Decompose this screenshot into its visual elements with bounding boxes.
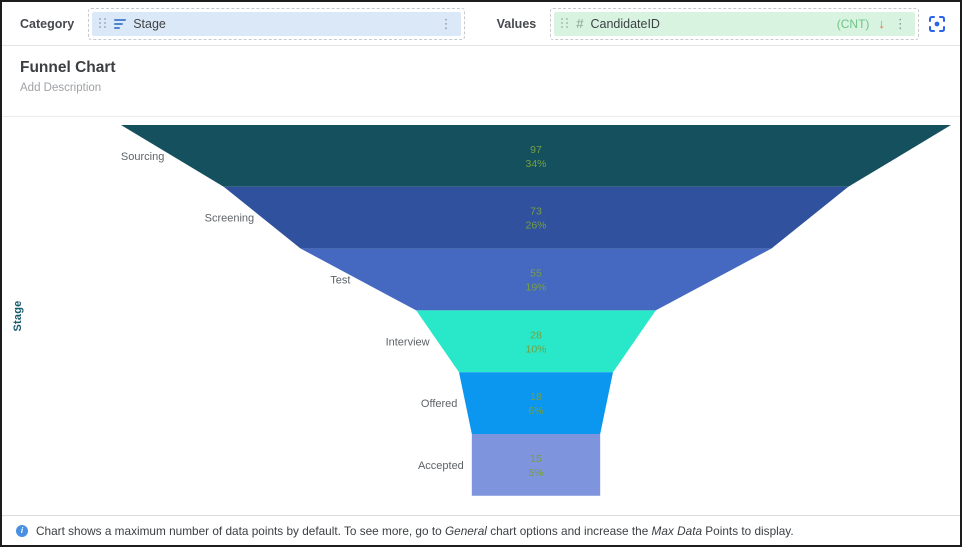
focus-icon	[929, 15, 946, 32]
category-label: Offered	[421, 398, 458, 410]
category-label: Category	[20, 16, 75, 31]
funnel-segment-screening[interactable]	[223, 186, 849, 249]
percent-label: 6%	[528, 405, 543, 417]
category-more-options-icon[interactable]: ⋮	[439, 16, 453, 31]
value-label: 55	[530, 268, 542, 280]
drag-handle-icon[interactable]	[561, 18, 569, 29]
percent-label: 5%	[528, 467, 543, 479]
add-description-link[interactable]: Add Description	[20, 82, 102, 94]
category-label: Sourcing	[121, 151, 164, 163]
category-label: Screening	[205, 213, 255, 225]
sort-descending-icon[interactable]: ↓	[878, 16, 885, 31]
percent-label: 19%	[525, 282, 546, 294]
field-toolbar: Category Stage ⋮ Values # Can	[2, 2, 960, 46]
funnel-segment-test[interactable]	[300, 248, 772, 311]
funnel-chart-area: Stage Sourcing 97 34% Screening 73 26% Test 55 1…	[2, 117, 960, 515]
value-label: 15	[530, 453, 542, 465]
funnel-segment-sourcing[interactable]	[121, 125, 951, 187]
drag-handle-icon[interactable]	[99, 18, 107, 29]
dimension-type-icon	[114, 18, 127, 29]
values-more-options-icon[interactable]: ⋮	[893, 16, 907, 31]
percent-label: 26%	[525, 220, 546, 232]
value-label: 28	[530, 329, 542, 341]
chart-header: Funnel Chart Add Description	[2, 46, 960, 117]
funnel-segment-offered[interactable]	[458, 372, 614, 434]
category-field-chip[interactable]: Stage ⋮	[92, 11, 461, 36]
category-label: Accepted	[418, 460, 464, 472]
funnel-chart: Sourcing 97 34% Screening 73 26% Test 55 19% Inte…	[121, 125, 951, 496]
values-drop-zone[interactable]: # CandidateID (CNT) ↓ ⋮	[550, 7, 919, 40]
values-field-name: CandidateID	[590, 16, 660, 31]
funnel-segment-interview[interactable]	[416, 310, 656, 373]
funnel-segment-accepted[interactable]	[471, 434, 601, 496]
value-label: 97	[530, 144, 542, 156]
values-label: Values	[496, 16, 537, 31]
category-label: Test	[330, 275, 350, 287]
category-label: Interview	[386, 336, 430, 348]
percent-label: 34%	[525, 158, 546, 170]
info-message: Chart shows a maximum number of data poi…	[36, 523, 794, 538]
percent-label: 10%	[525, 343, 546, 355]
value-label: 73	[530, 206, 542, 218]
focus-mode-button[interactable]	[922, 8, 952, 39]
page-title: Funnel Chart	[20, 59, 116, 76]
y-axis-label: Stage	[12, 300, 24, 332]
values-field-chip[interactable]: # CandidateID (CNT) ↓ ⋮	[554, 11, 915, 36]
value-label: 18	[530, 391, 542, 403]
info-icon: i	[16, 524, 28, 537]
category-drop-zone[interactable]: Stage ⋮	[88, 7, 465, 40]
numeric-type-icon: #	[576, 16, 584, 31]
category-field-name: Stage	[133, 16, 166, 31]
info-bar: i Chart shows a maximum number of data p…	[2, 515, 960, 545]
aggregate-badge: (CNT)	[836, 16, 870, 31]
